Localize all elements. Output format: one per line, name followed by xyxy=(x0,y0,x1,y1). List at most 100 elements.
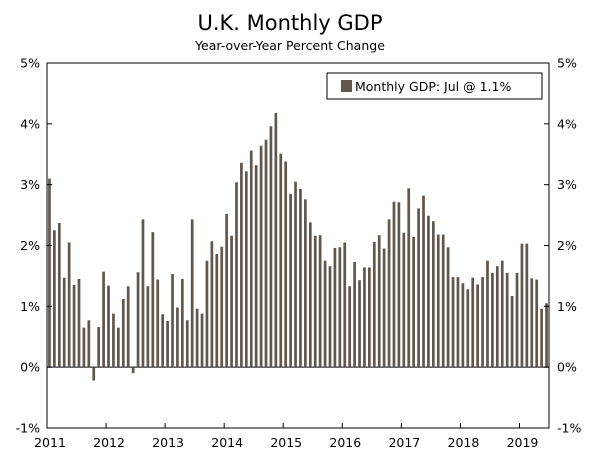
bar xyxy=(318,235,322,368)
bar xyxy=(195,308,199,368)
x-tick-label: 2015 xyxy=(270,435,302,450)
bar xyxy=(190,219,194,368)
y-tick-label-right: -1% xyxy=(557,421,581,436)
bar xyxy=(284,161,288,368)
y-tick-label-right: 5% xyxy=(557,56,577,71)
x-tick-label: 2011 xyxy=(34,435,66,450)
bar xyxy=(407,188,411,368)
bar xyxy=(185,320,189,368)
bar xyxy=(102,271,105,368)
bar xyxy=(313,235,317,368)
bar xyxy=(525,243,529,368)
bar xyxy=(225,213,228,368)
bar xyxy=(244,171,248,368)
y-tick-label-left: 5% xyxy=(20,56,40,71)
bar xyxy=(156,279,160,368)
bar xyxy=(530,278,534,368)
bar xyxy=(176,307,179,368)
bar xyxy=(62,277,66,368)
bar xyxy=(486,260,489,368)
bar xyxy=(249,150,253,368)
bar xyxy=(446,247,450,368)
x-tick-label: 2019 xyxy=(507,435,539,450)
bar xyxy=(377,235,381,368)
bar xyxy=(230,235,233,368)
bar xyxy=(495,266,499,368)
plot-frame xyxy=(46,62,550,429)
bar xyxy=(304,199,307,368)
bar xyxy=(427,215,430,368)
bar-series xyxy=(48,112,548,381)
bar xyxy=(436,234,440,368)
bar xyxy=(540,308,543,368)
x-tick-label: 2018 xyxy=(448,435,480,450)
bar xyxy=(510,295,514,368)
bar xyxy=(392,201,396,368)
bar xyxy=(215,254,219,368)
bar xyxy=(121,299,125,368)
bar xyxy=(451,277,455,368)
bar xyxy=(72,285,76,368)
bar xyxy=(441,234,445,368)
bar xyxy=(372,241,376,368)
y-axis-right: -1% 0% 1% 2% 3% 4% 5% xyxy=(544,56,581,436)
bar xyxy=(431,221,435,368)
bar xyxy=(481,277,484,368)
bar xyxy=(67,242,71,368)
bar xyxy=(57,222,61,368)
bar xyxy=(210,241,214,368)
bar xyxy=(82,327,86,368)
bar xyxy=(269,126,273,368)
bar xyxy=(466,289,470,368)
bar xyxy=(476,284,479,368)
bar xyxy=(254,165,258,368)
bar xyxy=(48,178,51,368)
bar xyxy=(358,280,361,368)
y-axis-left: -1% 0% 1% 2% 3% 4% 5% xyxy=(16,56,52,436)
bar xyxy=(264,139,268,368)
bar xyxy=(171,274,174,368)
y-tick-label-left: -1% xyxy=(16,421,40,436)
bar xyxy=(235,182,238,368)
x-axis: 2011 2012 2013 2014 2015 2016 2017 2018 2019 xyxy=(34,423,538,450)
bar xyxy=(505,272,509,368)
bar xyxy=(382,248,386,368)
y-tick-label-right: 3% xyxy=(557,177,577,192)
x-tick-label: 2016 xyxy=(329,435,361,450)
bar xyxy=(397,202,401,368)
bar xyxy=(471,277,475,368)
chart-title: U.K. Monthly GDP xyxy=(197,11,382,35)
bar xyxy=(402,232,406,368)
legend-box xyxy=(326,72,543,100)
bar xyxy=(515,272,519,368)
y-tick-label-left: 1% xyxy=(20,299,40,314)
y-tick-label-left: 4% xyxy=(20,116,40,131)
bar xyxy=(53,230,56,368)
y-tick-label-left: 2% xyxy=(20,238,40,253)
bar xyxy=(368,267,371,368)
bar xyxy=(220,246,224,368)
bar xyxy=(333,247,337,368)
legend-swatch xyxy=(341,80,352,92)
bar xyxy=(348,286,352,368)
bar xyxy=(353,261,356,368)
x-tick-label: 2017 xyxy=(388,435,420,450)
bar xyxy=(338,247,342,368)
bar xyxy=(328,266,332,368)
bar xyxy=(363,267,366,368)
bar xyxy=(107,285,110,368)
bar xyxy=(240,162,243,368)
bar xyxy=(180,278,184,368)
bar xyxy=(200,313,204,368)
bar xyxy=(456,277,460,368)
bar xyxy=(161,314,165,368)
bar xyxy=(461,283,465,368)
bar xyxy=(77,278,81,368)
y-tick-label-right: 0% xyxy=(557,360,577,375)
bar xyxy=(166,320,169,368)
bar xyxy=(136,272,140,368)
legend-label: Monthly GDP: Jul @ 1.1% xyxy=(355,79,511,94)
bar xyxy=(412,236,416,368)
bar xyxy=(151,232,155,368)
